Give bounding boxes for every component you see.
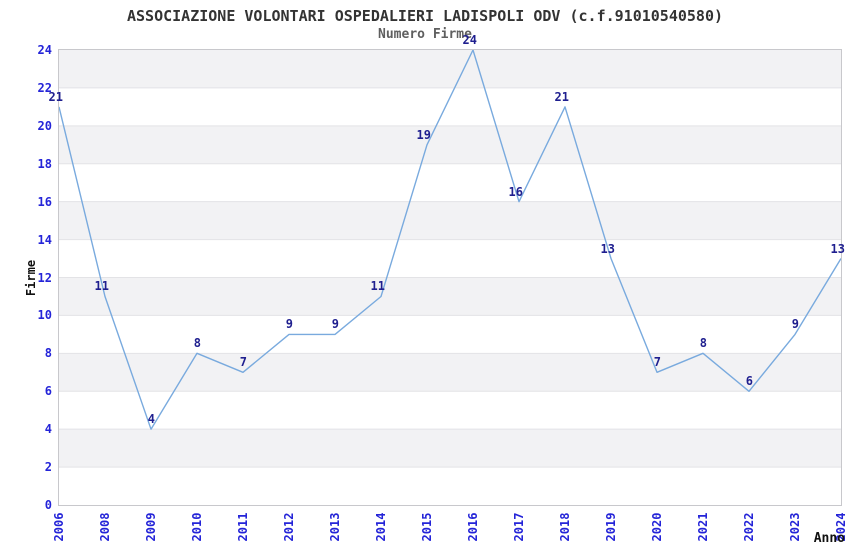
x-tick-label: 2020 bbox=[650, 512, 664, 542]
plot-area bbox=[58, 49, 842, 506]
plot-canvas bbox=[59, 50, 841, 468]
y-tick-label: 8 bbox=[44, 346, 52, 361]
data-point-label: 21 bbox=[48, 89, 63, 104]
y-tick-label: 22 bbox=[37, 80, 52, 95]
y-tick-label: 4 bbox=[44, 422, 52, 437]
x-tick-label: 2014 bbox=[374, 512, 388, 542]
data-point-label: 8 bbox=[193, 336, 201, 351]
grid-band bbox=[59, 125, 841, 164]
data-point-label: 11 bbox=[370, 279, 385, 294]
x-tick-label: 2015 bbox=[420, 512, 434, 542]
y-tick-label: 16 bbox=[37, 194, 52, 209]
data-point-label: 4 bbox=[147, 412, 155, 427]
x-tick-label: 2009 bbox=[144, 512, 158, 542]
data-point-label: 7 bbox=[653, 355, 661, 370]
y-tick-label: 0 bbox=[44, 498, 52, 512]
y-tick-label: 24 bbox=[37, 43, 52, 57]
x-tick-label: 2010 bbox=[190, 512, 204, 542]
y-tick-label: 2 bbox=[44, 460, 52, 475]
data-line bbox=[59, 50, 841, 430]
x-tick-label: 2013 bbox=[328, 512, 342, 542]
data-point-label: 6 bbox=[745, 374, 753, 389]
chart-title: ASSOCIAZIONE VOLONTARI OSPEDALIERI LADIS… bbox=[126, 7, 724, 25]
data-point-label: 9 bbox=[791, 317, 799, 332]
x-tick-label: 2006 bbox=[52, 512, 66, 542]
data-point-label: 19 bbox=[416, 127, 431, 142]
data-point-label: 11 bbox=[94, 279, 109, 294]
chart-subtitle: Numero Firme bbox=[378, 27, 472, 42]
x-tick-label: 2019 bbox=[604, 512, 618, 542]
grid-band bbox=[59, 429, 841, 468]
x-tick-label: 2017 bbox=[512, 512, 526, 542]
x-tick-label: 2016 bbox=[466, 512, 480, 542]
y-tick-label: 18 bbox=[37, 156, 52, 171]
x-tick-label: 2023 bbox=[788, 512, 802, 542]
data-point-label: 16 bbox=[508, 184, 523, 199]
y-tick-label: 14 bbox=[37, 232, 52, 247]
x-tick-label: 2021 bbox=[696, 512, 710, 542]
x-tick-label: 2008 bbox=[98, 512, 112, 542]
y-tick-label: 10 bbox=[37, 308, 52, 323]
data-point-label: 9 bbox=[331, 317, 339, 332]
data-point-label: 24 bbox=[462, 33, 477, 47]
y-tick-label: 20 bbox=[37, 118, 52, 133]
grid-band bbox=[59, 353, 841, 392]
x-tick-label: 2018 bbox=[558, 512, 572, 542]
data-point-label: 21 bbox=[554, 89, 569, 104]
grid-band bbox=[59, 201, 841, 240]
data-point-label: 13 bbox=[600, 241, 615, 256]
data-point-label: 7 bbox=[239, 355, 247, 370]
grid-band bbox=[59, 277, 841, 316]
data-point-label: 8 bbox=[699, 336, 707, 351]
y-tick-label: 6 bbox=[44, 384, 52, 399]
x-tick-label: 2011 bbox=[236, 512, 250, 542]
y-tick-label: 12 bbox=[37, 270, 52, 285]
x-tick-label: 2022 bbox=[742, 512, 756, 542]
x-axis-title: Anno bbox=[813, 531, 845, 546]
x-tick-label: 2012 bbox=[282, 512, 296, 542]
y-axis-title: Firme bbox=[24, 259, 38, 297]
data-point-label: 9 bbox=[285, 317, 293, 332]
grid-band bbox=[59, 50, 841, 88]
data-point-label: 13 bbox=[830, 241, 845, 256]
